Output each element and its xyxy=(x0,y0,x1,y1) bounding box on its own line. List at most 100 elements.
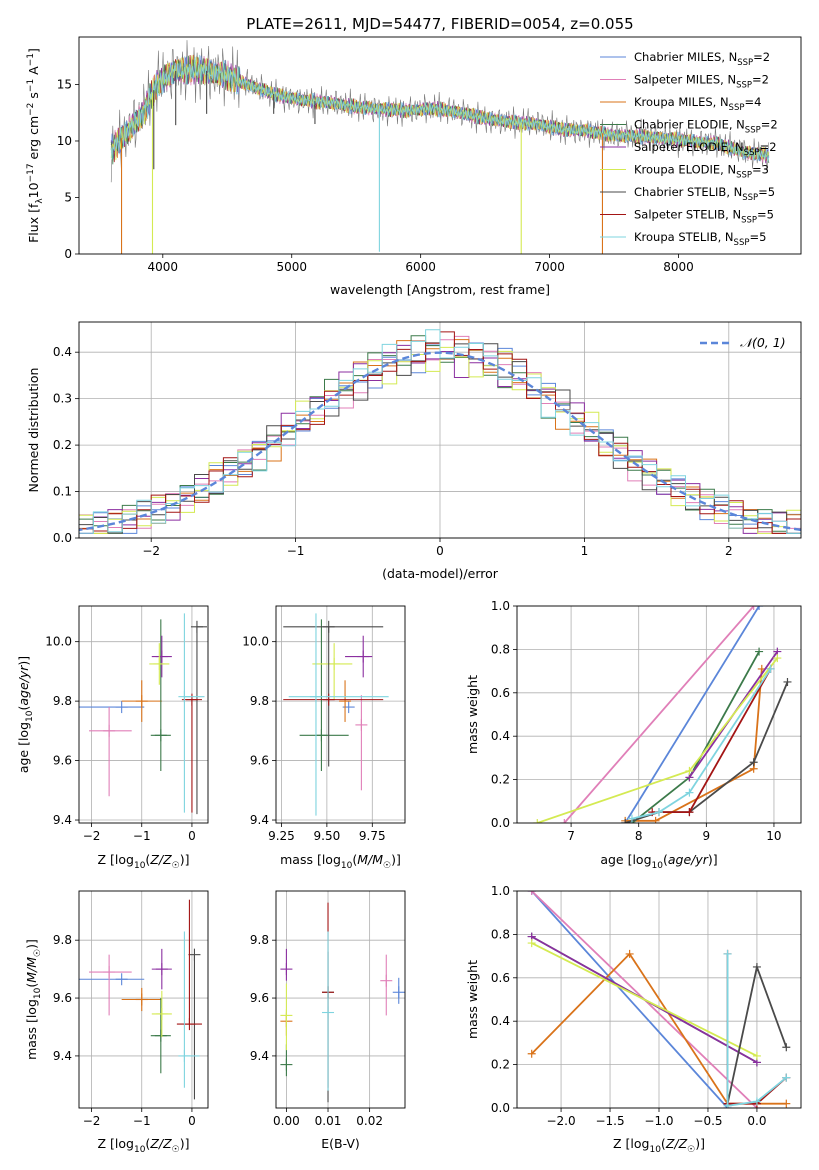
errorbar-chabrier_stelib xyxy=(190,620,207,815)
legend-entry: Chabrier MILES, NSSP=2 xyxy=(634,50,770,68)
label-part: )] xyxy=(24,939,39,949)
errorbar-salpeter_miles xyxy=(380,954,393,1016)
marker-kroupa_elodie xyxy=(527,939,536,948)
legend-entry: Salpeter STELIB, NSSP=5 xyxy=(634,208,774,226)
ticks: 4000 5000 6000 7000 8000 0 5 10 15 xyxy=(57,77,694,274)
y-tick-label: 0 xyxy=(64,247,72,261)
legend-tail: =2 xyxy=(752,73,769,87)
ticks: 0.00 0.01 0.02 9.4 9.6 9.8 xyxy=(250,933,383,1128)
errorbar-chabrier_miles xyxy=(342,701,355,714)
legend-entry: Salpeter MILES, NSSP=2 xyxy=(634,73,769,91)
legend-sub: SSP xyxy=(729,103,745,113)
legend-tail: =2 xyxy=(753,50,770,64)
errorbar-chabrier_miles xyxy=(392,977,405,1004)
marker-kroupa_stelib xyxy=(655,808,663,817)
x-axis-label: (data-model)/error xyxy=(382,566,499,581)
legend-entry: Salpeter ELODIE, NSSP=2 xyxy=(634,140,777,158)
y-tick-label: 10 xyxy=(57,134,72,148)
line-salpeter_miles xyxy=(563,606,755,823)
legend-base: Chabrier ELODIE, N xyxy=(634,118,745,132)
x-tick-label: −1.0 xyxy=(644,1114,673,1128)
error-bars xyxy=(283,613,389,816)
y-tick-label: 0.4 xyxy=(491,729,510,743)
errorbar-chabrier_miles xyxy=(79,973,145,986)
x-tick-label: 4000 xyxy=(148,260,179,274)
x-tick-label: −1.5 xyxy=(595,1114,624,1128)
label-part: Z/Z xyxy=(665,1136,688,1151)
legend-sub: SSP xyxy=(736,171,752,181)
legend-entry: Kroupa ELODIE, NSSP=3 xyxy=(634,163,769,181)
legend-sub: SSP xyxy=(737,58,753,68)
y-tick-label: 5 xyxy=(64,190,72,204)
label-part: )] xyxy=(16,656,31,666)
label-part: 10 xyxy=(134,861,146,871)
x-axis-label: Z [log10(Z/Z☉)] xyxy=(98,852,190,871)
errorbar-kroupa_stelib xyxy=(288,613,389,816)
label-part: ( xyxy=(16,706,31,711)
marker-chabrier_stelib xyxy=(752,962,761,971)
spectrum-kroupa_stelib xyxy=(110,54,770,162)
label-part: λ xyxy=(35,198,45,204)
axes-frame xyxy=(78,605,209,824)
y-tick-label: 9.8 xyxy=(53,933,72,947)
y-tick-label: 0.2 xyxy=(53,438,72,452)
errorbar-salpeter_elodie xyxy=(345,635,373,678)
histograms xyxy=(79,329,801,534)
legend-base: Kroupa ELODIE, N xyxy=(634,163,736,177)
errorbar-kroupa_elodie xyxy=(312,643,353,700)
label-part: E(B-V) xyxy=(321,1136,360,1151)
marker-kroupa_elodie xyxy=(752,1051,761,1060)
legend-tail: =2 xyxy=(760,140,777,154)
errorbar-chabrier_elodie xyxy=(150,998,171,1074)
label-part: ( xyxy=(145,1136,150,1151)
marker-kroupa_elodie xyxy=(533,819,542,823)
spectrum-panel: 4000 5000 6000 7000 8000 0 5 10 15 wavelength [An… xyxy=(26,36,802,297)
label-part: Z/Z xyxy=(149,1136,172,1151)
label-part: ( xyxy=(352,852,357,867)
label-part: ( xyxy=(145,852,150,867)
label-part: −1 xyxy=(26,53,36,66)
y-tick-label: 9.8 xyxy=(250,694,269,708)
x-axis-label: age [log10(age/yr)] xyxy=(600,852,717,871)
plot-area xyxy=(276,606,405,823)
label-part: ☉ xyxy=(687,1145,695,1155)
errorbar-salpeter_miles xyxy=(89,954,132,1016)
label-part: 10 xyxy=(33,987,43,999)
marker-kroupa_miles xyxy=(782,1099,791,1108)
x-tick-label: 5000 xyxy=(276,260,307,274)
line-chabrier_miles xyxy=(624,606,760,823)
label-part: Z/Z xyxy=(149,852,172,867)
y-tick-label: 9.4 xyxy=(53,1049,72,1063)
marker-chabrier_stelib xyxy=(782,1043,791,1052)
errorbar-chabrier_stelib xyxy=(283,620,384,767)
legend-entry: Kroupa STELIB, NSSP=5 xyxy=(634,230,766,248)
line-kroupa_stelib xyxy=(726,953,787,1107)
marker-kroupa_elodie xyxy=(685,766,694,775)
errorbar-kroupa_stelib xyxy=(322,931,335,1091)
errorbar-chabrier_miles xyxy=(79,701,145,714)
x-axis-label: Z [log10(Z/Z☉)] xyxy=(98,1136,190,1155)
label-part: )] xyxy=(180,852,190,867)
errorbar-salpeter_stelib xyxy=(181,693,202,813)
x-tick-label: 0.0 xyxy=(747,1114,766,1128)
label-part: −1 xyxy=(26,79,36,92)
y-tick-label: 10.0 xyxy=(45,635,72,649)
ticks: 7 8 9 10 0.0 0.2 0.4 0.6 0.8 1.0 xyxy=(491,599,782,843)
x-tick-label: 2 xyxy=(725,544,733,558)
x-tick-label: −1 xyxy=(287,544,305,558)
x-tick-label: 9.75 xyxy=(359,829,386,843)
label-part: 10 xyxy=(649,1145,661,1155)
y-tick-label: 9.4 xyxy=(53,813,72,827)
x-tick-label: 10 xyxy=(766,829,781,843)
age-vs-metallicity-panel: −2 −1 09.49.69.810.0Z [log10(Z/Z☉)]age [lo… xyxy=(16,605,209,871)
x-tick-label: 0.00 xyxy=(273,1114,300,1128)
y-tick-label: 0.4 xyxy=(53,345,72,359)
plot-area xyxy=(79,606,208,823)
legend-base: Salpeter STELIB, N xyxy=(634,208,741,222)
label-part: age [log xyxy=(16,722,31,773)
x-tick-label: 8000 xyxy=(663,260,694,274)
y-tick-label: 0.8 xyxy=(491,642,510,656)
marker-chabrier_miles xyxy=(755,606,764,610)
axes-frame xyxy=(78,890,209,1109)
y-tick-label: 9.6 xyxy=(53,991,72,1005)
